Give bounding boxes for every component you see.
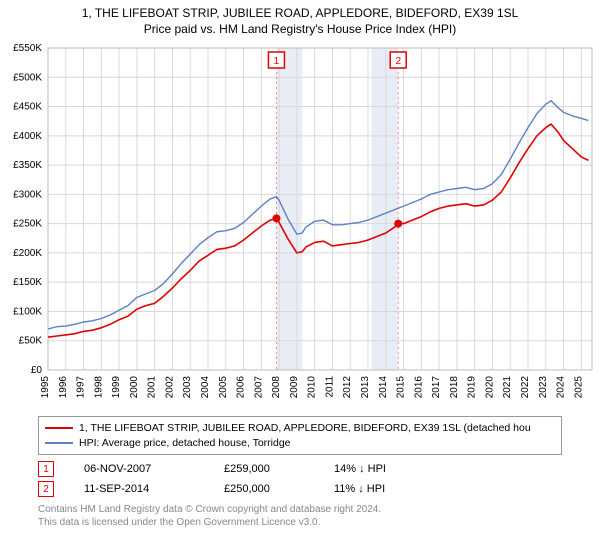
svg-text:£300K: £300K	[13, 189, 42, 200]
legend-box: 1, THE LIFEBOAT STRIP, JUBILEE ROAD, APP…	[38, 416, 562, 455]
svg-text:2006: 2006	[236, 376, 247, 399]
marker-row: 1 06-NOV-2007 £259,000 14% ↓ HPI	[38, 461, 562, 477]
chart-title-subtitle: Price paid vs. HM Land Registry's House …	[0, 20, 600, 40]
svg-text:2003: 2003	[182, 376, 193, 399]
svg-text:2015: 2015	[396, 376, 407, 399]
marker-badge: 1	[38, 461, 54, 477]
svg-text:2022: 2022	[520, 376, 531, 399]
svg-text:£550K: £550K	[13, 43, 42, 54]
marker-row: 2 11-SEP-2014 £250,000 11% ↓ HPI	[38, 481, 562, 497]
svg-text:£500K: £500K	[13, 72, 42, 83]
svg-text:2: 2	[395, 56, 401, 67]
svg-text:2014: 2014	[378, 376, 389, 399]
svg-text:2001: 2001	[147, 376, 158, 399]
svg-text:2023: 2023	[538, 376, 549, 399]
legend-label: 1, THE LIFEBOAT STRIP, JUBILEE ROAD, APP…	[79, 421, 531, 436]
marker-date: 06-NOV-2007	[84, 463, 194, 475]
svg-text:2002: 2002	[164, 376, 175, 399]
svg-text:2017: 2017	[431, 376, 442, 399]
svg-text:1997: 1997	[76, 376, 87, 399]
svg-text:2011: 2011	[324, 376, 335, 398]
svg-text:£50K: £50K	[19, 336, 43, 347]
svg-text:2021: 2021	[502, 376, 513, 399]
svg-text:2005: 2005	[218, 376, 229, 399]
svg-text:2016: 2016	[413, 376, 424, 399]
marker-delta: 11% ↓ HPI	[334, 483, 434, 495]
chart-title-address: 1, THE LIFEBOAT STRIP, JUBILEE ROAD, APP…	[0, 0, 600, 20]
svg-text:£250K: £250K	[13, 219, 42, 230]
legend-row: 1, THE LIFEBOAT STRIP, JUBILEE ROAD, APP…	[45, 421, 555, 436]
footer-attribution: Contains HM Land Registry data © Crown c…	[38, 503, 562, 529]
svg-text:£0: £0	[31, 365, 43, 376]
svg-text:2009: 2009	[289, 376, 300, 399]
svg-text:2000: 2000	[129, 376, 140, 399]
svg-text:£400K: £400K	[13, 131, 42, 142]
svg-text:£150K: £150K	[13, 277, 42, 288]
legend-label: HPI: Average price, detached house, Torr…	[79, 436, 291, 451]
svg-text:2007: 2007	[253, 376, 264, 399]
svg-text:2012: 2012	[342, 376, 353, 399]
legend-swatch	[45, 427, 73, 429]
svg-text:2019: 2019	[467, 376, 478, 399]
svg-text:1998: 1998	[93, 376, 104, 399]
svg-text:2020: 2020	[484, 376, 495, 399]
svg-text:2018: 2018	[449, 376, 460, 399]
footer-line-1: Contains HM Land Registry data © Crown c…	[38, 503, 562, 516]
legend-row: HPI: Average price, detached house, Torr…	[45, 436, 555, 451]
svg-text:1999: 1999	[111, 376, 122, 399]
chart-area: £0 £50K £100K £150K £200K £250K £300K £350K £400…	[0, 40, 600, 410]
svg-text:1: 1	[274, 56, 280, 67]
marker-price: £250,000	[224, 483, 304, 495]
svg-text:£100K: £100K	[13, 306, 42, 317]
legend-swatch	[45, 442, 73, 444]
footer-line-2: This data is licensed under the Open Gov…	[38, 516, 562, 529]
svg-text:1996: 1996	[58, 376, 69, 399]
svg-text:2004: 2004	[200, 376, 211, 399]
svg-text:£350K: £350K	[13, 160, 42, 171]
line-chart-svg: £0 £50K £100K £150K £200K £250K £300K £350K £400…	[0, 40, 600, 410]
svg-text:2025: 2025	[573, 376, 584, 399]
svg-text:2024: 2024	[556, 376, 567, 399]
marker-delta: 14% ↓ HPI	[334, 463, 434, 475]
marker-badge: 2	[38, 481, 54, 497]
svg-text:2013: 2013	[360, 376, 371, 399]
svg-text:£200K: £200K	[13, 248, 42, 259]
marker-price: £259,000	[224, 463, 304, 475]
svg-text:2010: 2010	[307, 376, 318, 399]
svg-text:2008: 2008	[271, 376, 282, 399]
svg-text:£450K: £450K	[13, 102, 42, 113]
marker-table: 1 06-NOV-2007 £259,000 14% ↓ HPI 2 11-SEP-201…	[38, 461, 562, 497]
marker-date: 11-SEP-2014	[84, 483, 194, 495]
svg-text:1995: 1995	[40, 376, 51, 399]
